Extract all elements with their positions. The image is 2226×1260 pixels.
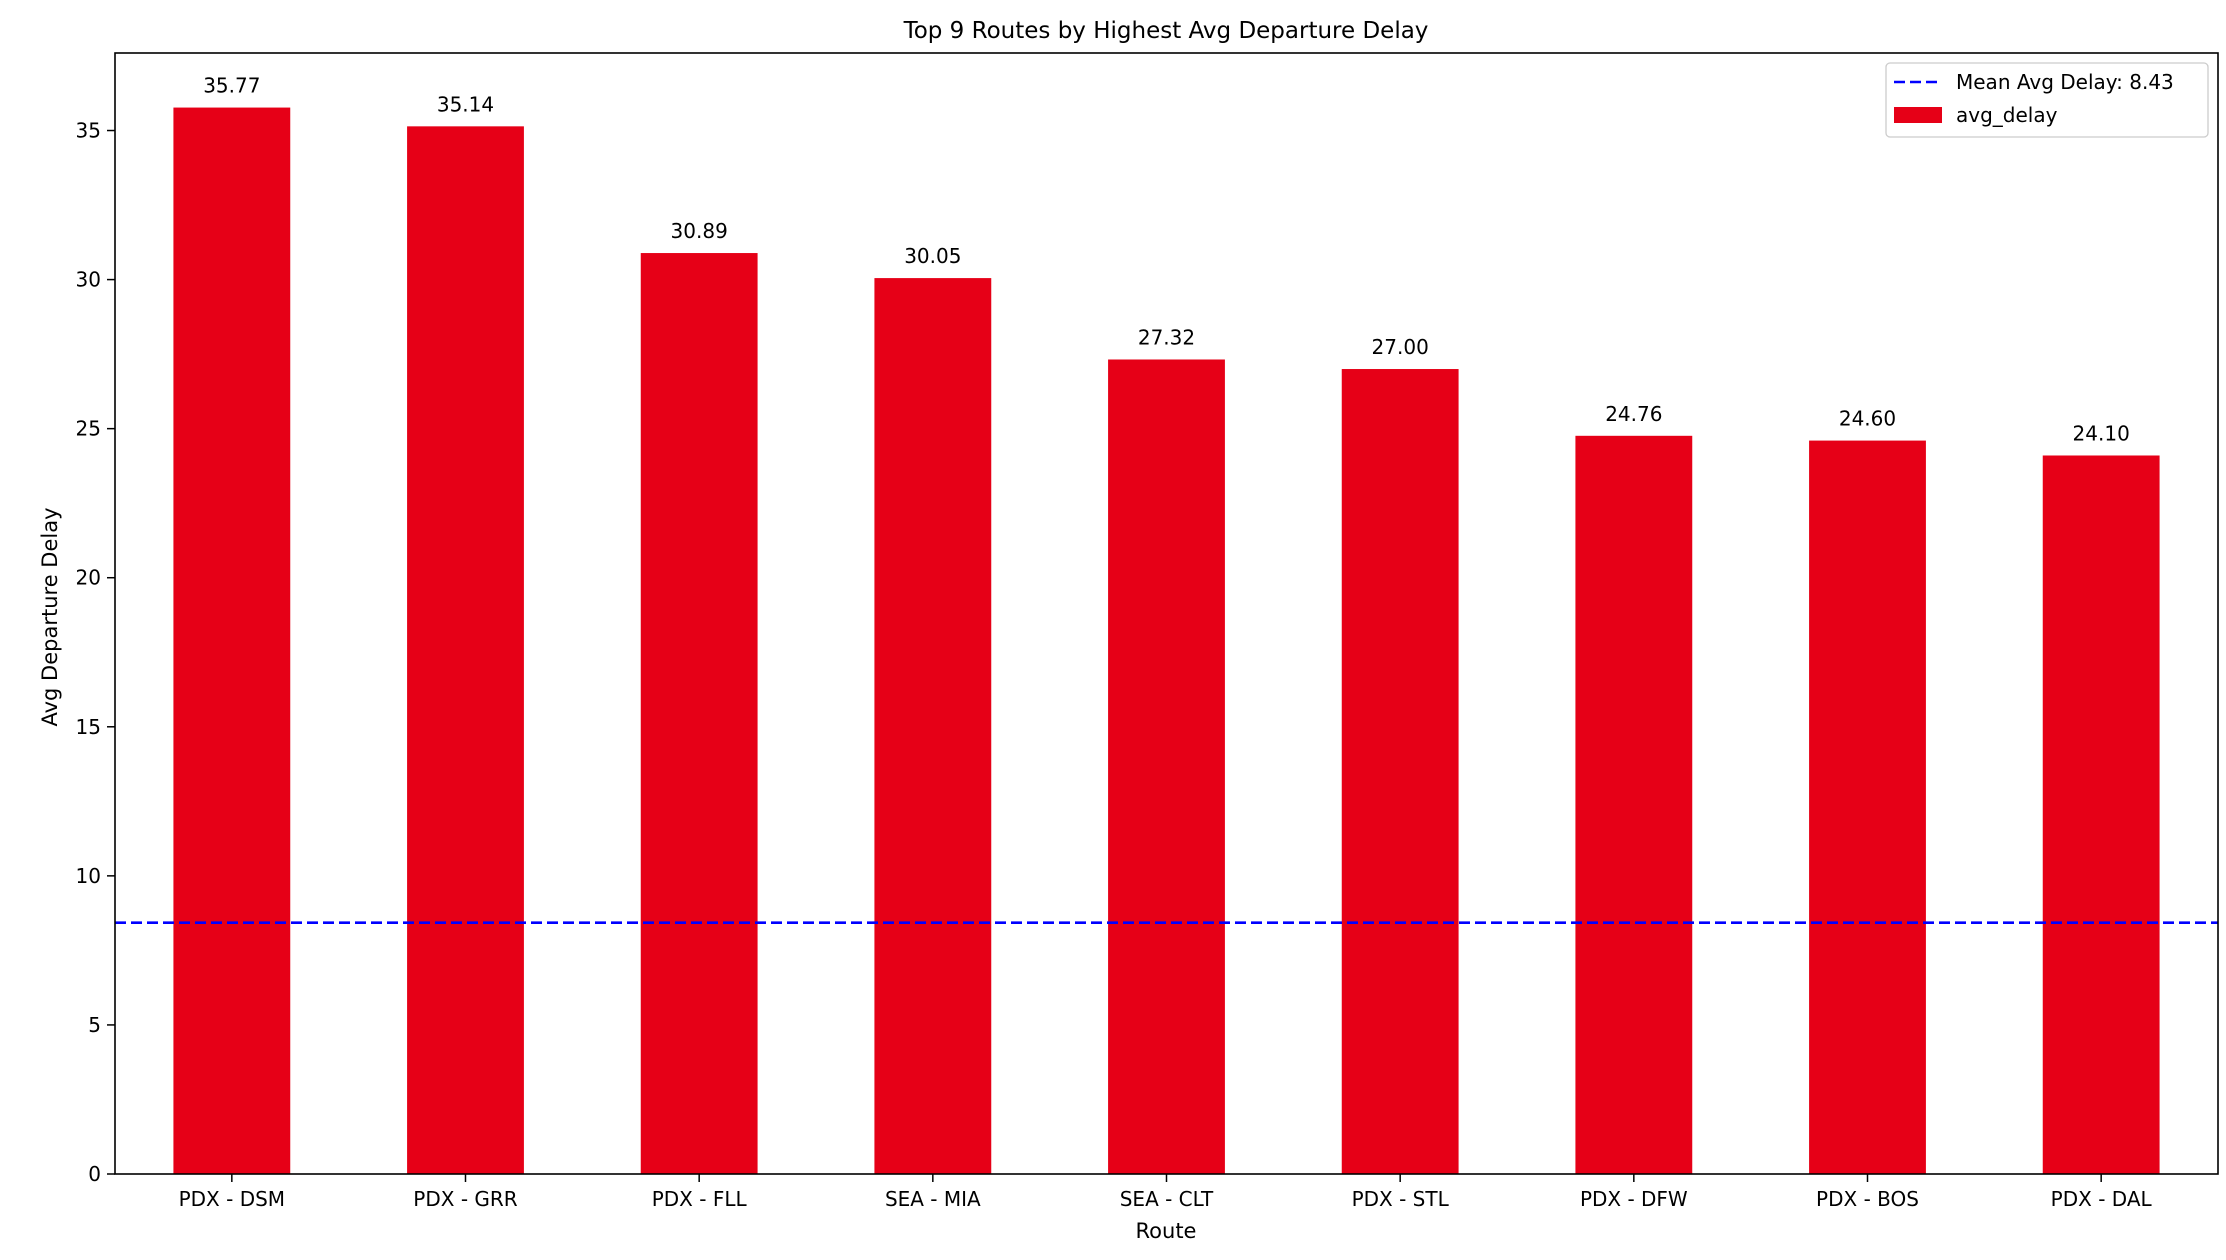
legend-swatch-avg-delay — [1894, 107, 1942, 123]
bar — [1108, 359, 1225, 1174]
data-label: 35.14 — [437, 92, 494, 116]
bar — [874, 278, 992, 1175]
legend-label-avg-delay: avg_delay — [1956, 103, 2058, 127]
y-tick-label: 15 — [76, 715, 101, 739]
x-tick-label: PDX - STL — [1352, 1187, 1450, 1211]
data-label: 35.77 — [203, 74, 260, 98]
y-tick-label: 35 — [76, 119, 101, 143]
data-label: 24.60 — [1839, 407, 1896, 431]
data-label: 30.89 — [671, 219, 728, 243]
bar — [1809, 440, 1926, 1175]
data-label: 30.05 — [904, 244, 961, 268]
bar — [640, 253, 758, 1175]
y-tick-label: 20 — [76, 566, 101, 590]
bar — [1575, 435, 1693, 1174]
bar — [173, 107, 291, 1174]
x-tick-label: PDX - DFW — [1580, 1187, 1688, 1211]
y-tick-label: 25 — [76, 417, 101, 441]
x-tick-label: PDX - DAL — [2051, 1187, 2153, 1211]
legend-label-mean: Mean Avg Delay: 8.43 — [1956, 70, 2174, 94]
data-label: 24.10 — [2073, 421, 2130, 445]
bar — [407, 126, 524, 1175]
x-tick-label: PDX - DSM — [179, 1187, 285, 1211]
x-tick-label: SEA - MIA — [885, 1187, 981, 1211]
data-label: 27.00 — [1372, 335, 1429, 359]
y-tick-label: 0 — [88, 1162, 101, 1186]
data-label: 24.76 — [1605, 402, 1662, 426]
legend: Mean Avg Delay: 8.43 avg_delay — [1885, 62, 2209, 138]
plot-area: 35.77 35.14 30.89 30.05 27.32 27.00 24.76 24.60… — [76, 52, 2219, 1211]
x-tick-label: SEA - CLT — [1120, 1187, 1214, 1211]
y-tick-label: 10 — [76, 864, 101, 888]
chart-title: Top 9 Routes by Highest Avg Departure De… — [903, 18, 1429, 44]
x-tick-label: PDX - FLL — [652, 1187, 748, 1211]
bar — [1341, 369, 1459, 1174]
y-tick-label: 5 — [88, 1013, 101, 1037]
x-tick-label: PDX - GRR — [413, 1187, 517, 1211]
bar — [2042, 455, 2160, 1174]
x-axis-label: Route — [1136, 1219, 1197, 1243]
x-tick-label: PDX - BOS — [1816, 1187, 1919, 1211]
legend-box — [1885, 62, 2209, 138]
y-tick-label: 30 — [76, 268, 101, 292]
y-axis-label: Avg Departure Delay — [38, 507, 62, 726]
data-label: 27.32 — [1138, 325, 1195, 349]
